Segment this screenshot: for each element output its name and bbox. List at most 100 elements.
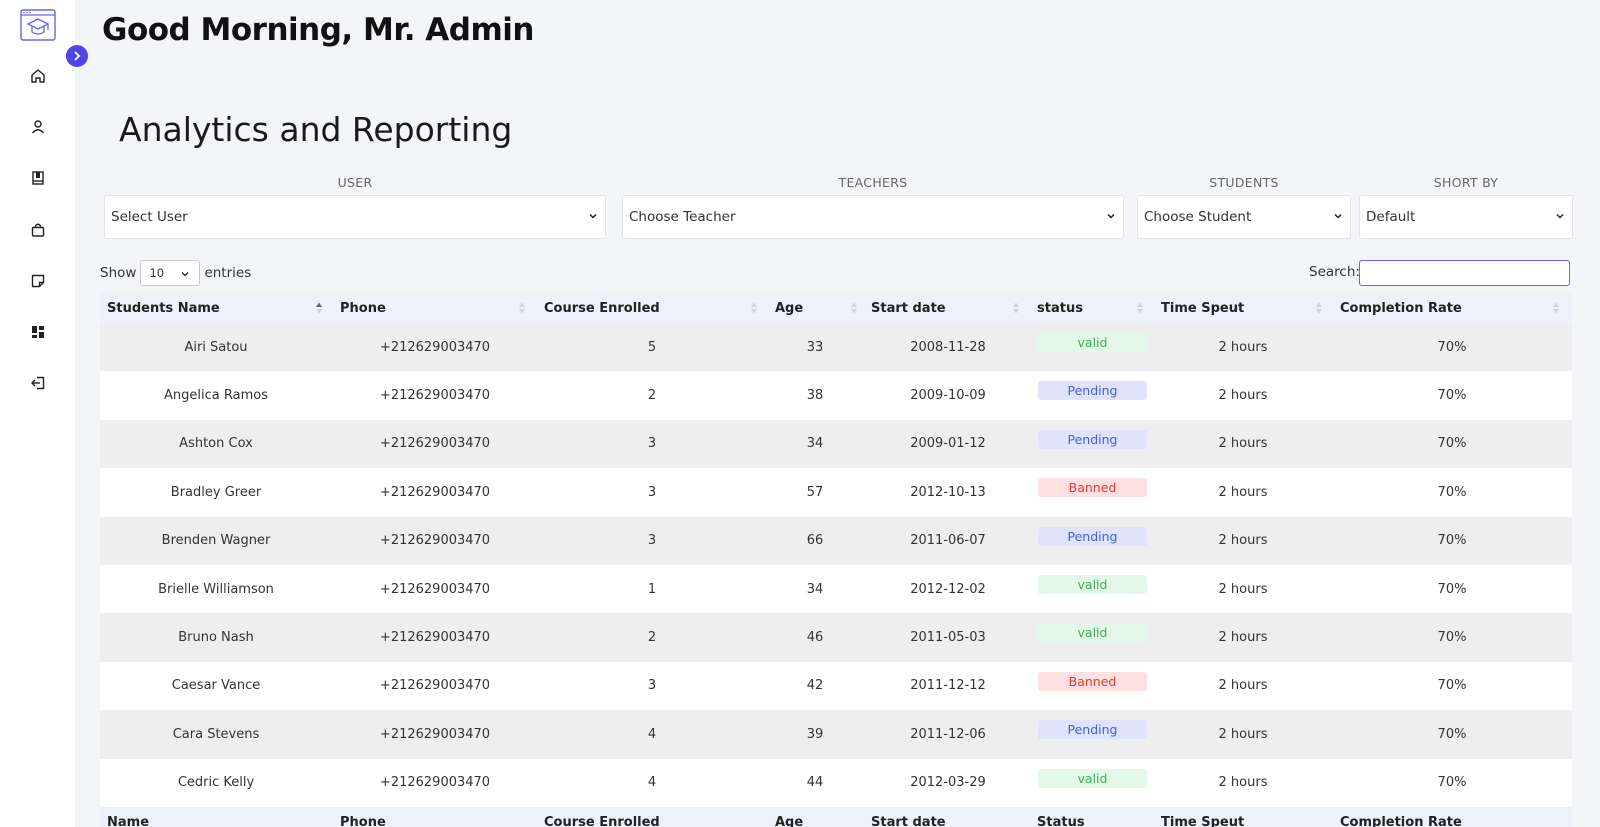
column-footer-status: Status bbox=[1037, 814, 1085, 827]
cell-name: Bradley Greer bbox=[170, 484, 262, 500]
home-icon[interactable] bbox=[28, 66, 48, 86]
graduation-cap-logo-icon[interactable] bbox=[20, 9, 56, 41]
user-select[interactable]: Select User bbox=[104, 195, 606, 239]
cell-phone: +212629003470 bbox=[379, 581, 491, 597]
sort-arrows-icon[interactable] bbox=[518, 301, 526, 315]
status-badge: valid bbox=[1038, 574, 1147, 594]
cell-start: 2012-03-29 bbox=[910, 775, 986, 791]
cell-age: 33 bbox=[806, 339, 824, 355]
entries-control: Show 10 entries bbox=[100, 260, 251, 286]
cell-start: 2009-01-12 bbox=[910, 436, 986, 452]
cell-name: Bruno Nash bbox=[178, 630, 254, 646]
note-icon[interactable] bbox=[28, 271, 48, 291]
cell-start: 2011-05-03 bbox=[910, 630, 986, 646]
sort-arrows-icon[interactable] bbox=[315, 301, 323, 315]
column-header-start[interactable]: Start date bbox=[871, 300, 946, 316]
cell-phone: +212629003470 bbox=[379, 726, 491, 742]
column-footer-rate: Completion Rate bbox=[1340, 814, 1462, 827]
cell-name: Brielle Williamson bbox=[158, 581, 274, 597]
column-footer-age: Age bbox=[775, 814, 804, 827]
cell-time: 2 hours bbox=[1218, 581, 1268, 597]
table-row[interactable]: Cedric Kelly +212629003470 4 44 2012-03-29 va… bbox=[100, 758, 1572, 807]
sidebar-toggle-button[interactable] bbox=[66, 45, 88, 67]
cell-name: Cedric Kelly bbox=[177, 775, 255, 791]
status-badge: valid bbox=[1038, 623, 1147, 643]
status-badge: Pending bbox=[1038, 429, 1147, 449]
cell-phone: +212629003470 bbox=[379, 388, 491, 404]
cell-time: 2 hours bbox=[1218, 726, 1268, 742]
cell-rate: 70% bbox=[1437, 436, 1467, 452]
cell-rate: 70% bbox=[1437, 339, 1467, 355]
table-row[interactable]: Bruno Nash +212629003470 2 46 2011-05-03 vali… bbox=[100, 613, 1572, 662]
teachers-filter-label: TEACHERS bbox=[838, 175, 908, 190]
cell-name: Brenden Wagner bbox=[161, 533, 271, 549]
sort-arrows-icon[interactable] bbox=[1552, 301, 1560, 315]
cell-phone: +212629003470 bbox=[379, 436, 491, 452]
cell-age: 44 bbox=[806, 775, 824, 791]
table-row[interactable]: Cara Stevens +212629003470 4 39 2011-12-06 Pe… bbox=[100, 710, 1572, 759]
sort-arrows-icon[interactable] bbox=[1012, 301, 1020, 315]
entries-select[interactable]: 10 bbox=[140, 260, 201, 286]
sort-arrows-icon[interactable] bbox=[1315, 301, 1323, 315]
column-header-time[interactable]: Time Speut bbox=[1161, 300, 1245, 316]
shopping-bag-icon[interactable] bbox=[28, 220, 48, 240]
column-header-age[interactable]: Age bbox=[775, 300, 804, 316]
user-filter-label: USER bbox=[337, 175, 373, 190]
greeting-heading: Good Morning, Mr. Admin bbox=[102, 12, 534, 48]
cell-rate: 70% bbox=[1437, 484, 1467, 500]
cell-time: 2 hours bbox=[1218, 339, 1268, 355]
cell-name: Ashton Cox bbox=[179, 436, 253, 452]
dashboard-icon[interactable] bbox=[28, 322, 48, 342]
user-icon[interactable] bbox=[28, 117, 48, 137]
table-row[interactable]: Angelica Ramos +212629003470 2 38 2009-10-09… bbox=[100, 371, 1572, 420]
table-row[interactable]: Ashton Cox +212629003470 3 34 2009-01-12 Pend… bbox=[100, 419, 1572, 469]
cell-rate: 70% bbox=[1437, 630, 1467, 646]
column-header-name[interactable]: Students Name bbox=[107, 300, 220, 316]
teacher-select[interactable]: Choose Teacher bbox=[622, 195, 1124, 239]
table-header: Students Name Phone Course Enrolled Age Star… bbox=[100, 293, 1572, 323]
entries-label: entries bbox=[204, 265, 252, 281]
cell-rate: 70% bbox=[1437, 388, 1467, 404]
column-header-phone[interactable]: Phone bbox=[340, 300, 386, 316]
chevron-down-icon bbox=[1107, 213, 1115, 219]
search-label: Search: bbox=[1309, 264, 1360, 280]
sort-select[interactable]: Default bbox=[1359, 195, 1573, 239]
cell-course: 1 bbox=[647, 581, 657, 597]
cell-time: 2 hours bbox=[1218, 533, 1268, 549]
chevron-down-icon bbox=[1556, 213, 1564, 219]
sort-arrows-icon[interactable] bbox=[750, 301, 758, 315]
table-row[interactable]: Bradley Greer +212629003470 3 57 2012-10-13 B… bbox=[100, 468, 1572, 517]
column-footer-phone: Phone bbox=[340, 814, 386, 827]
sort-arrows-icon[interactable] bbox=[850, 301, 858, 315]
search-input[interactable] bbox=[1359, 260, 1570, 286]
table-row[interactable]: Brenden Wagner +212629003470 3 66 2011-06-07… bbox=[100, 516, 1572, 565]
cell-name: Angelica Ramos bbox=[164, 388, 268, 404]
status-badge: Banned bbox=[1038, 478, 1147, 498]
status-badge: valid bbox=[1038, 768, 1147, 788]
cell-course: 4 bbox=[647, 726, 657, 742]
cell-course: 3 bbox=[647, 436, 657, 452]
column-header-status[interactable]: status bbox=[1037, 300, 1083, 316]
table-row[interactable]: Brielle Williamson +212629003470 1 34 2012-1… bbox=[100, 564, 1572, 614]
cell-course: 5 bbox=[647, 339, 657, 355]
table-row[interactable]: Airi Satou +212629003470 5 33 2008-11-28 vali… bbox=[100, 323, 1572, 372]
column-header-course[interactable]: Course Enrolled bbox=[544, 300, 660, 316]
table-footer: Name Phone Course Enrolled Age Start date Sta… bbox=[100, 806, 1572, 827]
student-select[interactable]: Choose Student bbox=[1137, 195, 1351, 239]
status-badge: Pending bbox=[1038, 381, 1147, 401]
chevron-down-icon bbox=[181, 272, 189, 277]
status-badge: Pending bbox=[1038, 526, 1147, 546]
sort-arrows-icon[interactable] bbox=[1136, 301, 1144, 315]
cell-course: 2 bbox=[647, 630, 657, 646]
cell-rate: 70% bbox=[1437, 533, 1467, 549]
column-footer-time: Time Speut bbox=[1161, 814, 1245, 827]
cell-course: 3 bbox=[647, 484, 657, 500]
column-header-rate[interactable]: Completion Rate bbox=[1340, 300, 1462, 316]
cell-name: Cara Stevens bbox=[172, 726, 260, 742]
table-row[interactable]: Caesar Vance +212629003470 3 42 2011-12-12 Ba… bbox=[100, 661, 1572, 711]
chevron-right-icon bbox=[74, 51, 80, 61]
logout-icon[interactable] bbox=[28, 373, 48, 393]
book-icon[interactable] bbox=[28, 168, 48, 188]
chevron-down-icon bbox=[589, 213, 597, 219]
cell-phone: +212629003470 bbox=[379, 484, 491, 500]
